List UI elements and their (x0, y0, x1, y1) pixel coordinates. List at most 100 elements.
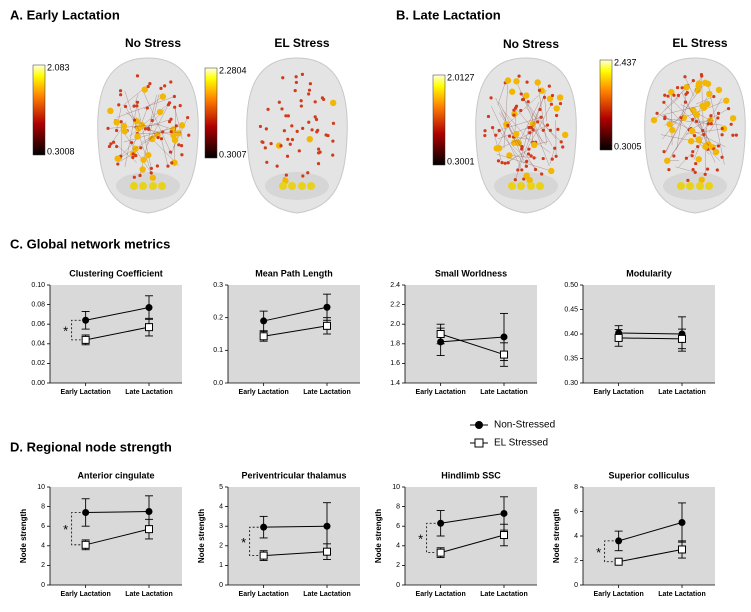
point (81, 335, 90, 344)
color-bar-max: 2.2804 (219, 65, 247, 75)
brain-node (138, 173, 142, 178)
y-tick-label: 2 (41, 562, 45, 569)
plot-area (583, 487, 715, 585)
brain-node (109, 142, 113, 146)
brain-edge (133, 94, 139, 107)
brain-node (512, 130, 520, 138)
brain-edge (537, 82, 547, 144)
x-tick-label: Late Lactation (480, 591, 527, 598)
x-tick-label: Early Lactation (239, 591, 289, 598)
y-tick-label: 0.2 (213, 315, 223, 322)
chart-title: Hindlimb SSC (441, 470, 501, 480)
brain-node (146, 126, 151, 130)
color-bar-min: 0.3001 (447, 156, 475, 166)
brain-node (161, 130, 165, 134)
y-tick-label: 0.02 (31, 360, 45, 367)
brain-node (496, 144, 503, 152)
series-line (263, 306, 328, 322)
y-tick-label: 2.0 (390, 321, 400, 328)
brain-edge (656, 113, 678, 125)
brain-node (667, 167, 671, 172)
brain-edge (664, 87, 687, 110)
brain-edge (653, 96, 681, 121)
point (323, 321, 331, 330)
brain-node (702, 79, 709, 86)
brain-node (720, 133, 724, 137)
brain-node (531, 128, 535, 132)
brain-node (489, 96, 493, 100)
brain-node (561, 145, 565, 149)
brain-edge (503, 80, 509, 149)
brain-node (494, 133, 498, 137)
brain-node (486, 114, 491, 119)
brain-node (716, 144, 721, 148)
brain-edge (526, 104, 552, 150)
x-tick-label: Early Lactation (61, 389, 111, 396)
chart-title: Mean Path Length (255, 268, 333, 278)
brain-edge (153, 123, 174, 130)
brain-node (512, 113, 516, 117)
brain-node (111, 140, 116, 144)
brain-node (134, 153, 138, 158)
point (678, 334, 686, 343)
brain-edge (123, 132, 152, 173)
brain-node (173, 105, 177, 109)
brain-node (691, 117, 695, 122)
brain-edge (174, 107, 183, 139)
brain-node (520, 168, 524, 172)
brain-node (106, 126, 110, 130)
brain-node (115, 128, 119, 133)
y-tick-label: 0.30 (564, 380, 578, 387)
brain-image (644, 57, 746, 214)
point (678, 519, 686, 527)
brain-node (508, 182, 516, 190)
brain-node (163, 84, 167, 88)
brain-node (139, 166, 146, 173)
series-line (440, 333, 505, 356)
brain-node (506, 161, 510, 165)
y-tick-label: 2 (396, 562, 400, 569)
brain-node (536, 182, 544, 190)
brain-node (709, 114, 713, 118)
brain-node (172, 94, 176, 99)
brain-node (177, 143, 181, 147)
y-tick-label: 2.2 (390, 301, 400, 308)
brain-node (554, 154, 558, 158)
brain-node (559, 140, 563, 144)
brain-title: EL Stress (274, 36, 329, 50)
x-tick-label: Early Lactation (416, 591, 466, 598)
brain-node (150, 118, 154, 123)
brain-node (655, 111, 659, 115)
brain-node (121, 128, 128, 135)
brain-node (263, 146, 267, 150)
y-tick-label: 8 (41, 503, 45, 510)
brain-node (696, 182, 704, 190)
brain-node (314, 117, 319, 122)
color-bar (204, 67, 218, 159)
brain-node (703, 172, 707, 176)
y-tick-label: 5 (219, 484, 223, 491)
series-line (263, 325, 328, 337)
series-line (618, 337, 683, 340)
brain-edge (523, 99, 557, 140)
brain-node (169, 117, 173, 121)
brain-node (513, 78, 520, 85)
brain-node (297, 149, 301, 153)
brain-node (523, 172, 530, 179)
brain-node (145, 106, 149, 110)
brain-node (700, 104, 708, 111)
brain-node (115, 144, 119, 149)
point (82, 508, 90, 516)
brain-node (140, 156, 147, 163)
x-tick-label: Late Lactation (480, 389, 527, 396)
brain-node (537, 88, 542, 92)
brain-node (547, 84, 551, 88)
brain-node (288, 142, 292, 146)
brain-edge (141, 88, 171, 153)
brain-edge (496, 123, 509, 149)
heading: B. Late Lactation (396, 7, 501, 22)
brain-node (299, 99, 303, 103)
plot-area (583, 285, 715, 383)
point (260, 523, 268, 531)
brain-node (691, 79, 695, 83)
